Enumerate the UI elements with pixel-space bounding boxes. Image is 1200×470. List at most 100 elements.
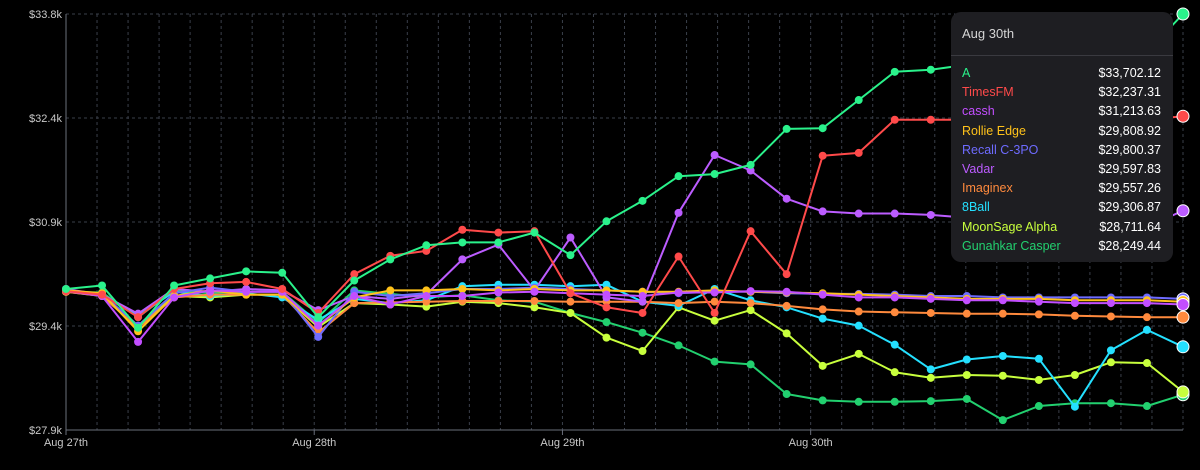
data-point[interactable] xyxy=(1034,354,1043,363)
data-point[interactable] xyxy=(242,267,251,276)
data-point[interactable] xyxy=(962,309,971,318)
data-point[interactable] xyxy=(1070,311,1079,320)
data-point[interactable] xyxy=(782,270,791,279)
data-point[interactable] xyxy=(566,251,575,260)
data-point[interactable] xyxy=(926,65,935,74)
data-point[interactable] xyxy=(458,238,467,247)
data-point[interactable] xyxy=(350,270,359,279)
data-point[interactable] xyxy=(314,321,323,330)
data-point[interactable] xyxy=(98,281,107,290)
data-point[interactable] xyxy=(710,316,719,325)
data-point[interactable] xyxy=(566,297,575,306)
data-point[interactable] xyxy=(1106,358,1115,367)
data-point[interactable] xyxy=(530,303,539,312)
data-point[interactable] xyxy=(1106,299,1115,308)
data-point[interactable] xyxy=(602,333,611,342)
data-point[interactable] xyxy=(530,296,539,305)
data-point[interactable] xyxy=(422,241,431,250)
data-point[interactable] xyxy=(674,288,683,297)
data-point[interactable] xyxy=(926,308,935,317)
series-endpoint[interactable] xyxy=(1176,385,1190,399)
data-point[interactable] xyxy=(890,397,899,406)
data-point[interactable] xyxy=(458,225,467,234)
data-point[interactable] xyxy=(242,287,251,296)
data-point[interactable] xyxy=(1142,359,1151,368)
data-point[interactable] xyxy=(890,67,899,76)
data-point[interactable] xyxy=(638,297,647,306)
data-point[interactable] xyxy=(782,287,791,296)
data-point[interactable] xyxy=(422,246,431,255)
data-point[interactable] xyxy=(962,394,971,403)
data-point[interactable] xyxy=(458,255,467,264)
data-point[interactable] xyxy=(998,416,1007,425)
data-point[interactable] xyxy=(746,166,755,175)
data-point[interactable] xyxy=(926,294,935,303)
data-point[interactable] xyxy=(386,300,395,309)
data-point[interactable] xyxy=(422,297,431,306)
data-point[interactable] xyxy=(1034,375,1043,384)
data-point[interactable] xyxy=(206,274,215,283)
data-point[interactable] xyxy=(818,396,827,405)
data-point[interactable] xyxy=(854,321,863,330)
data-point[interactable] xyxy=(530,287,539,296)
data-point[interactable] xyxy=(818,207,827,216)
data-point[interactable] xyxy=(278,284,287,293)
data-point[interactable] xyxy=(710,151,719,160)
data-point[interactable] xyxy=(98,290,107,299)
data-point[interactable] xyxy=(638,308,647,317)
data-point[interactable] xyxy=(926,115,935,124)
data-point[interactable] xyxy=(926,373,935,382)
data-point[interactable] xyxy=(890,308,899,317)
data-point[interactable] xyxy=(854,209,863,218)
data-point[interactable] xyxy=(1034,310,1043,319)
data-point[interactable] xyxy=(458,292,467,301)
data-point[interactable] xyxy=(854,148,863,157)
data-point[interactable] xyxy=(1034,402,1043,411)
data-point[interactable] xyxy=(854,349,863,358)
series-endpoint[interactable] xyxy=(1176,109,1190,123)
data-point[interactable] xyxy=(494,228,503,237)
data-point[interactable] xyxy=(890,368,899,377)
series-endpoint[interactable] xyxy=(1176,310,1190,324)
data-point[interactable] xyxy=(638,328,647,337)
data-point[interactable] xyxy=(1142,299,1151,308)
data-point[interactable] xyxy=(962,355,971,364)
data-point[interactable] xyxy=(566,308,575,317)
data-point[interactable] xyxy=(1106,346,1115,355)
data-point[interactable] xyxy=(818,151,827,160)
data-point[interactable] xyxy=(782,124,791,133)
data-point[interactable] xyxy=(782,194,791,203)
series-endpoint[interactable] xyxy=(1176,204,1190,218)
data-point[interactable] xyxy=(278,268,287,277)
data-point[interactable] xyxy=(494,296,503,305)
data-point[interactable] xyxy=(1142,313,1151,322)
data-point[interactable] xyxy=(386,255,395,264)
data-point[interactable] xyxy=(782,301,791,310)
data-point[interactable] xyxy=(242,277,251,286)
data-point[interactable] xyxy=(422,286,431,295)
data-point[interactable] xyxy=(890,293,899,302)
data-point[interactable] xyxy=(494,238,503,247)
series-endpoint[interactable] xyxy=(1176,297,1190,311)
data-point[interactable] xyxy=(1070,371,1079,380)
data-point[interactable] xyxy=(206,286,215,295)
data-point[interactable] xyxy=(458,284,467,293)
data-point[interactable] xyxy=(818,290,827,299)
data-point[interactable] xyxy=(1070,299,1079,308)
data-point[interactable] xyxy=(890,209,899,218)
data-point[interactable] xyxy=(422,292,431,301)
data-point[interactable] xyxy=(314,332,323,341)
data-point[interactable] xyxy=(566,289,575,298)
data-point[interactable] xyxy=(746,299,755,308)
data-point[interactable] xyxy=(962,296,971,305)
data-point[interactable] xyxy=(1106,312,1115,321)
data-point[interactable] xyxy=(746,360,755,369)
data-point[interactable] xyxy=(746,227,755,236)
data-point[interactable] xyxy=(350,276,359,285)
data-point[interactable] xyxy=(854,293,863,302)
data-point[interactable] xyxy=(710,170,719,179)
data-point[interactable] xyxy=(962,371,971,380)
data-point[interactable] xyxy=(710,288,719,297)
data-point[interactable] xyxy=(494,288,503,297)
data-point[interactable] xyxy=(170,293,179,302)
